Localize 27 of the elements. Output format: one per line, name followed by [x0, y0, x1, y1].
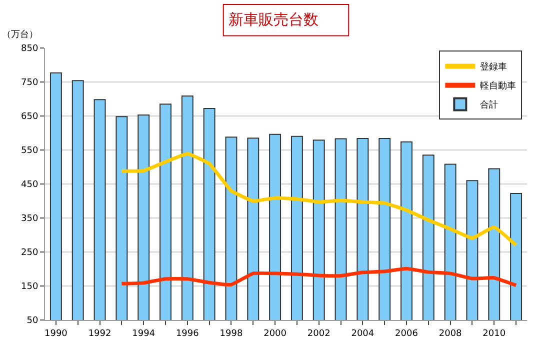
x-tick-label: 2008: [438, 328, 462, 339]
x-tick-label: 1992: [88, 328, 112, 339]
x-tick-label: 1990: [44, 328, 68, 339]
legend-label: 合計: [480, 100, 498, 111]
x-tick-label: 2002: [307, 328, 330, 339]
y-tick-label: 450: [21, 180, 38, 190]
y-tick-label: 850: [21, 44, 38, 54]
line-series: [120, 266, 518, 288]
y-tick-label: 150: [21, 282, 38, 292]
x-tick-label: 1996: [176, 328, 200, 339]
y-tick-label: 650: [21, 112, 38, 122]
x-tick-label: 2004: [351, 328, 374, 339]
y-tick-label: 250: [21, 248, 38, 258]
x-tick-label: 2006: [395, 328, 418, 339]
legend-label: 軽自動車: [480, 80, 516, 92]
chart-title: 新車販売台数: [228, 10, 318, 28]
x-tick-label: 2010: [482, 328, 506, 339]
y-tick-label: 350: [21, 214, 38, 224]
y-tick-label: 50: [26, 316, 38, 326]
y-axis-title: （万台）: [2, 29, 38, 40]
line-series: [120, 152, 518, 247]
x-tick-label: 1998: [220, 328, 243, 339]
x-tick-label: 2000: [264, 328, 287, 339]
y-tick-label: 550: [21, 146, 38, 156]
x-tick-label: 1994: [132, 328, 156, 339]
legend-label: 登録車: [480, 62, 508, 73]
y-tick-label: 750: [21, 78, 38, 88]
